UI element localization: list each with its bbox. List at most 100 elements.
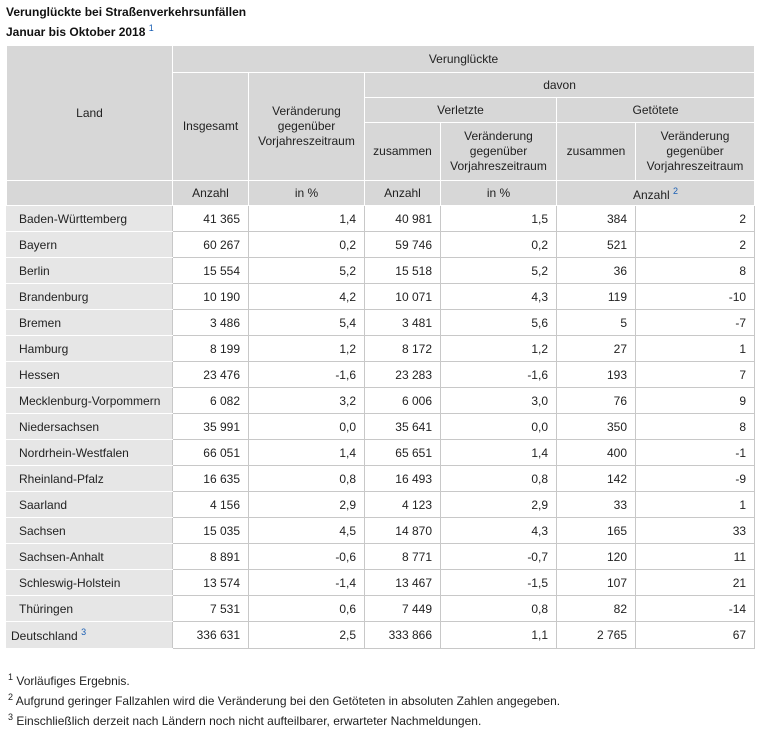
row-land: Sachsen [6, 517, 173, 544]
cell-verletzte-veraenderung: 0,8 [440, 595, 557, 622]
cell-insgesamt: 35 991 [172, 413, 249, 440]
cell-getoetete-veraenderung: 1 [634, 491, 756, 518]
cell-verletzte: 333 866 [364, 621, 441, 649]
header-verletzte-zusammen: zusammen [364, 122, 441, 181]
cell-veraenderung: 1,4 [248, 439, 365, 466]
cell-getoetete: 165 [556, 517, 636, 544]
footnote-item: 2 Aufgrund geringer Fallzahlen wird die … [8, 689, 756, 709]
title-footnote-link[interactable]: 1 [148, 23, 154, 33]
cell-veraenderung: -1,4 [248, 569, 365, 596]
row-land: Hessen [6, 361, 173, 388]
cell-getoetete: 142 [556, 465, 636, 492]
cell-verletzte: 3 481 [364, 309, 441, 336]
table-row: Thüringen 7 531 0,6 7 449 0,8 82 -14 [6, 595, 756, 622]
cell-getoetete-veraenderung: 8 [634, 257, 756, 284]
footnote-text: Vorläufiges Ergebnis. [16, 674, 130, 688]
cell-getoetete-veraenderung: 21 [634, 569, 756, 596]
cell-insgesamt: 41 365 [172, 205, 249, 232]
unit-empty [6, 180, 173, 206]
cell-verletzte: 4 123 [364, 491, 441, 518]
unit-anzahl: Anzahl [364, 180, 441, 206]
header-getoetete: Getötete [555, 97, 756, 123]
cell-verletzte: 59 746 [364, 231, 441, 258]
table-row: Schleswig-Holstein 13 574 -1,4 13 467 -1,5 10… [6, 569, 756, 596]
header-land: Land [6, 45, 173, 181]
row-land: Rheinland-Pfalz [6, 465, 173, 492]
table-row-total: Deutschland 3 336 631 2,5 333 866 1,1 2 … [6, 621, 756, 649]
unit-anzahl: Anzahl [172, 180, 249, 206]
table-row: Nordrhein-Westfalen 66 051 1,4 65 651 1,4 400… [6, 439, 756, 466]
row-land: Berlin [6, 257, 173, 284]
cell-getoetete-veraenderung: -14 [634, 595, 756, 622]
header-verunglueckte: Verunglückte [171, 45, 756, 73]
footnote-link-3[interactable]: 3 [81, 627, 87, 637]
cell-verletzte: 65 651 [364, 439, 441, 466]
footnote-number: 1 [8, 672, 14, 682]
table-title: Verunglückte bei Straßenverkehrsunfällen… [6, 4, 756, 40]
cell-veraenderung: 5,2 [248, 257, 365, 284]
cell-veraenderung: 3,2 [248, 387, 365, 414]
accident-table: Land Verunglückte Insgesamt Veränderung … [6, 45, 756, 649]
row-land: Thüringen [6, 595, 173, 622]
cell-insgesamt: 336 631 [172, 621, 249, 649]
row-land: Mecklenburg-Vorpommern [6, 387, 173, 414]
cell-getoetete-veraenderung: -1 [634, 439, 756, 466]
row-land: Deutschland 3 [6, 621, 173, 649]
cell-verletzte-veraenderung: 1,1 [440, 621, 557, 649]
cell-getoetete-veraenderung: 9 [634, 387, 756, 414]
cell-getoetete: 120 [556, 543, 636, 570]
cell-veraenderung: 0,2 [248, 231, 365, 258]
header-verletzte-veraenderung: Veränderung gegenüber Vorjahreszeitraum [440, 122, 557, 181]
row-land: Saarland [6, 491, 173, 518]
cell-verletzte-veraenderung: 1,4 [440, 439, 557, 466]
cell-getoetete: 384 [556, 205, 636, 232]
footnote-number: 3 [8, 712, 14, 722]
table-row: Mecklenburg-Vorpommern 6 082 3,2 6 006 3,0 76… [6, 387, 756, 414]
cell-getoetete-veraenderung: -9 [634, 465, 756, 492]
cell-verletzte-veraenderung: 4,3 [440, 517, 557, 544]
cell-insgesamt: 13 574 [172, 569, 249, 596]
title-line-1: Verunglückte bei Straßenverkehrsunfällen [6, 5, 247, 19]
cell-verletzte-veraenderung: -1,6 [440, 361, 557, 388]
cell-insgesamt: 15 035 [172, 517, 249, 544]
unit-anzahl-getoetete: Anzahl 2 [555, 180, 756, 206]
footnote-item: 3 Einschließlich derzeit nach Ländern no… [8, 709, 756, 729]
cell-getoetete-veraenderung: 33 [634, 517, 756, 544]
footnote-link-2[interactable]: 2 [673, 185, 679, 196]
cell-verletzte-veraenderung: 1,2 [440, 335, 557, 362]
row-land: Bayern [6, 231, 173, 258]
cell-getoetete: 27 [556, 335, 636, 362]
table-row: Baden-Württemberg 41 365 1,4 40 981 1,5 384 2 [6, 205, 756, 232]
cell-insgesamt: 8 199 [172, 335, 249, 362]
footnotes: 1 Vorläufiges Ergebnis. 2 Aufgrund gering… [6, 669, 756, 729]
cell-veraenderung: 0,8 [248, 465, 365, 492]
footnote-item: 1 Vorläufiges Ergebnis. [8, 669, 756, 689]
cell-getoetete: 119 [556, 283, 636, 310]
cell-verletzte-veraenderung: -1,5 [440, 569, 557, 596]
cell-verletzte-veraenderung: 5,6 [440, 309, 557, 336]
cell-getoetete: 76 [556, 387, 636, 414]
table-row: Hamburg 8 199 1,2 8 172 1,2 27 1 [6, 335, 756, 362]
cell-getoetete: 36 [556, 257, 636, 284]
cell-getoetete-veraenderung: -7 [634, 309, 756, 336]
footnote-number: 2 [8, 692, 14, 702]
cell-verletzte: 35 641 [364, 413, 441, 440]
header-davon: davon [363, 72, 756, 98]
row-land: Sachsen-Anhalt [6, 543, 173, 570]
cell-verletzte: 6 006 [364, 387, 441, 414]
cell-getoetete: 82 [556, 595, 636, 622]
table-row: Berlin 15 554 5,2 15 518 5,2 36 8 [6, 257, 756, 284]
cell-verletzte-veraenderung: 0,0 [440, 413, 557, 440]
footnote-text: Aufgrund geringer Fallzahlen wird die Ve… [15, 694, 561, 708]
cell-getoetete-veraenderung: 11 [634, 543, 756, 570]
row-land-text: Deutschland [11, 629, 78, 643]
cell-insgesamt: 10 190 [172, 283, 249, 310]
cell-verletzte: 23 283 [364, 361, 441, 388]
row-land: Nordrhein-Westfalen [6, 439, 173, 466]
title-line-2-text: Januar bis Oktober 2018 [6, 25, 146, 39]
cell-veraenderung: -1,6 [248, 361, 365, 388]
cell-verletzte: 14 870 [364, 517, 441, 544]
cell-verletzte: 8 771 [364, 543, 441, 570]
header-veraenderung: Veränderung gegenüber Vorjahreszeitraum [248, 72, 365, 181]
